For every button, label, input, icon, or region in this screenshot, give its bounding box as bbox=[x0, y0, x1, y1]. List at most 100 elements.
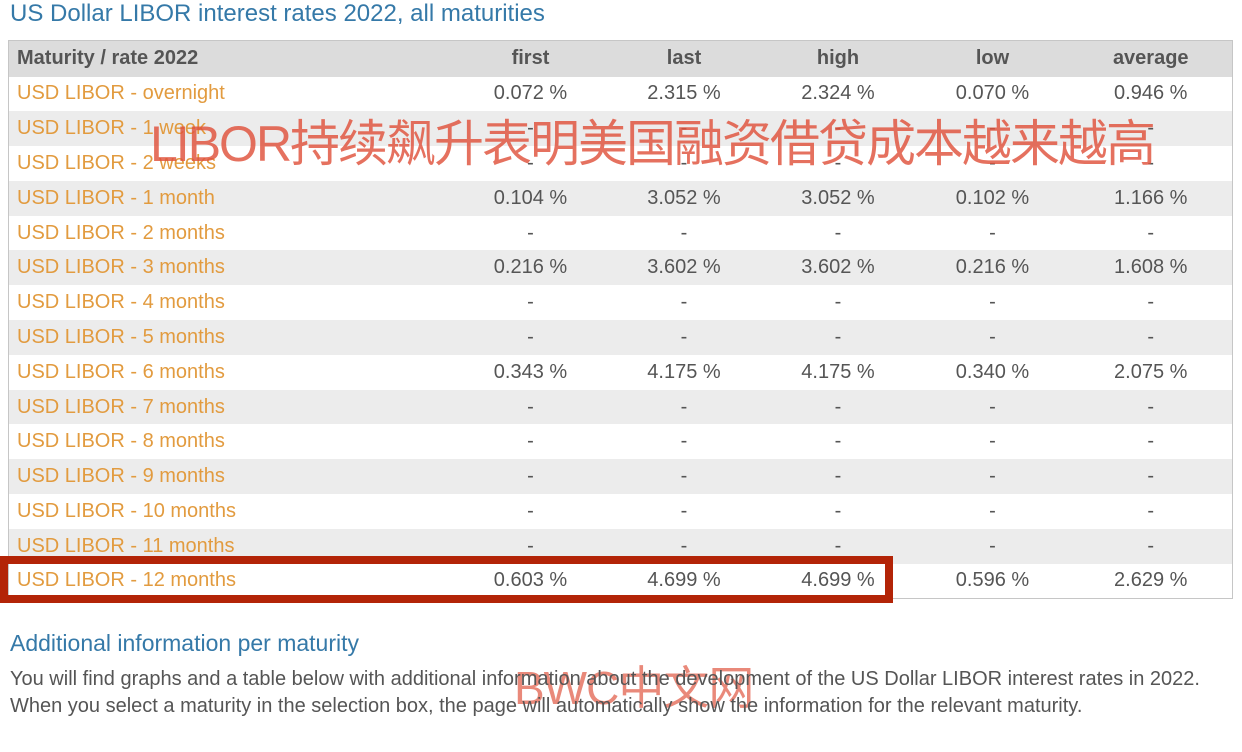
maturity-link[interactable]: USD LIBOR - 7 months bbox=[17, 395, 225, 418]
maturity-link[interactable]: USD LIBOR - 1 month bbox=[17, 186, 215, 209]
rates-table-body: USD LIBOR - overnight 0.072 % 2.315 % 2.324… bbox=[8, 76, 1233, 599]
rate-cell: - bbox=[989, 291, 996, 314]
rate-cell: - bbox=[680, 499, 688, 522]
rate-cell: 1.166 % bbox=[1114, 186, 1188, 209]
rate-cell: - bbox=[834, 325, 842, 348]
rate-cell: 0.603 % bbox=[493, 569, 568, 592]
table-row: USD LIBOR - overnight 0.072 % 2.315 % 2.324… bbox=[8, 76, 1233, 112]
rate-cell: 3.052 % bbox=[801, 186, 875, 209]
rate-cell: 0.343 % bbox=[493, 360, 568, 383]
table-row: USD LIBOR - 6 months 0.343 % 4.175 % 4.175 … bbox=[8, 354, 1233, 390]
rate-cell: - bbox=[834, 151, 842, 174]
maturity-link[interactable]: USD LIBOR - overnight bbox=[17, 82, 225, 105]
rate-cell: - bbox=[527, 151, 534, 174]
section-heading: Additional information per maturity bbox=[10, 630, 359, 656]
maturity-link[interactable]: USD LIBOR - 2 weeks bbox=[17, 151, 216, 174]
rate-cell: 0.216 % bbox=[955, 256, 1030, 279]
rate-cell: - bbox=[1147, 499, 1155, 522]
table-row: USD LIBOR - 2 months - - - - - bbox=[8, 215, 1233, 251]
maturity-link[interactable]: USD LIBOR - 4 months bbox=[17, 291, 225, 314]
rate-cell: 0.072 % bbox=[493, 82, 568, 105]
maturity-link[interactable]: USD LIBOR - 11 months bbox=[17, 534, 235, 557]
table-row: USD LIBOR - 10 months - - - - - bbox=[8, 494, 1233, 529]
rate-cell: - bbox=[680, 117, 688, 140]
header-row: Maturity / rate 2022 first last high low… bbox=[8, 40, 1233, 77]
rate-cell: 4.175 % bbox=[647, 360, 721, 383]
rate-cell: 0.340 % bbox=[955, 360, 1030, 383]
table-row: USD LIBOR - 2 weeks - - - - - bbox=[8, 146, 1233, 181]
rate-cell: - bbox=[527, 325, 534, 348]
rate-cell: - bbox=[834, 117, 842, 140]
rate-cell: - bbox=[834, 395, 842, 418]
table-row: USD LIBOR - 4 months - - - - - bbox=[8, 285, 1233, 321]
rate-cell: 0.216 % bbox=[493, 256, 568, 279]
rate-cell: - bbox=[989, 221, 996, 244]
page-title: US Dollar LIBOR interest rates 2022, all… bbox=[10, 0, 545, 27]
rate-cell: - bbox=[527, 499, 534, 522]
maturity-link[interactable]: USD LIBOR - 6 months bbox=[17, 360, 225, 383]
rate-cell: - bbox=[834, 430, 842, 453]
col-header-low: low bbox=[915, 40, 1070, 77]
rate-cell: - bbox=[527, 395, 534, 418]
maturity-link[interactable]: USD LIBOR - 1 week bbox=[17, 117, 206, 140]
info-paragraph: You will find graphs and a table below w… bbox=[10, 668, 1200, 718]
rate-cell: - bbox=[680, 465, 688, 488]
rate-cell: - bbox=[834, 291, 842, 314]
rate-cell: - bbox=[680, 151, 688, 174]
table-row: USD LIBOR - 5 months - - - - - bbox=[8, 320, 1233, 355]
table-row: USD LIBOR - 11 months - - - - - bbox=[8, 528, 1233, 564]
rate-cell: - bbox=[834, 465, 842, 488]
rate-cell: 3.052 % bbox=[647, 186, 721, 209]
rates-table-header: Maturity / rate 2022 first last high low… bbox=[8, 40, 1233, 77]
rate-cell: - bbox=[1147, 430, 1155, 453]
rate-cell: - bbox=[1147, 395, 1155, 418]
maturity-link[interactable]: USD LIBOR - 8 months bbox=[17, 430, 225, 453]
rate-cell: 4.699 % bbox=[801, 569, 875, 592]
rate-cell: 2.629 % bbox=[1114, 569, 1188, 592]
table-row: USD LIBOR - 3 months 0.216 % 3.602 % 3.602 … bbox=[8, 250, 1233, 286]
col-header-last: last bbox=[607, 40, 761, 77]
rate-cell: - bbox=[527, 221, 534, 244]
rate-cell: - bbox=[989, 499, 996, 522]
libor-rates-table: Maturity / rate 2022 first last high low… bbox=[8, 40, 1233, 599]
rate-cell: 4.175 % bbox=[801, 360, 875, 383]
rate-cell: - bbox=[989, 151, 996, 174]
table-row: USD LIBOR - 1 month 0.104 % 3.052 % 3.052 %… bbox=[8, 180, 1233, 216]
rate-cell: - bbox=[834, 499, 842, 522]
rate-cell: - bbox=[989, 325, 996, 348]
rate-cell: 1.608 % bbox=[1114, 256, 1188, 279]
table-row: USD LIBOR - 9 months - - - - - bbox=[8, 459, 1233, 495]
rate-cell: - bbox=[1147, 325, 1155, 348]
table-row-highlighted: USD LIBOR - 12 months 0.603 % 4.699 % 4.699… bbox=[8, 563, 1233, 599]
rate-cell: - bbox=[527, 465, 534, 488]
maturity-link[interactable]: USD LIBOR - 12 months bbox=[17, 569, 236, 592]
rate-cell: - bbox=[1147, 151, 1155, 174]
col-header-first: first bbox=[453, 40, 608, 77]
maturity-link[interactable]: USD LIBOR - 5 months bbox=[17, 325, 225, 348]
rate-cell: - bbox=[989, 465, 996, 488]
rate-cell: - bbox=[680, 291, 688, 314]
rate-cell: 3.602 % bbox=[647, 256, 721, 279]
rate-cell: - bbox=[527, 430, 534, 453]
rate-cell: - bbox=[527, 291, 534, 314]
rate-cell: - bbox=[680, 430, 688, 453]
table-row: USD LIBOR - 8 months - - - - - bbox=[8, 424, 1233, 460]
rate-cell: 4.699 % bbox=[647, 569, 721, 592]
rate-cell: - bbox=[1147, 534, 1155, 557]
rate-cell: - bbox=[527, 117, 534, 140]
rate-cell: - bbox=[680, 395, 688, 418]
rate-cell: 2.075 % bbox=[1114, 360, 1188, 383]
maturity-link[interactable]: USD LIBOR - 3 months bbox=[17, 256, 225, 279]
table-row: USD LIBOR - 7 months - - - - - bbox=[8, 389, 1233, 425]
rate-cell: - bbox=[834, 534, 842, 557]
maturity-link[interactable]: USD LIBOR - 10 months bbox=[17, 499, 236, 522]
maturity-link[interactable]: USD LIBOR - 9 months bbox=[17, 465, 225, 488]
rate-cell: - bbox=[680, 325, 688, 348]
maturity-link[interactable]: USD LIBOR - 2 months bbox=[17, 221, 225, 244]
rate-cell: - bbox=[680, 221, 688, 244]
rate-cell: - bbox=[1147, 117, 1155, 140]
rate-cell: - bbox=[989, 395, 996, 418]
rate-cell: - bbox=[834, 221, 842, 244]
rate-cell: 2.324 % bbox=[801, 82, 875, 105]
rate-cell: - bbox=[680, 534, 688, 557]
